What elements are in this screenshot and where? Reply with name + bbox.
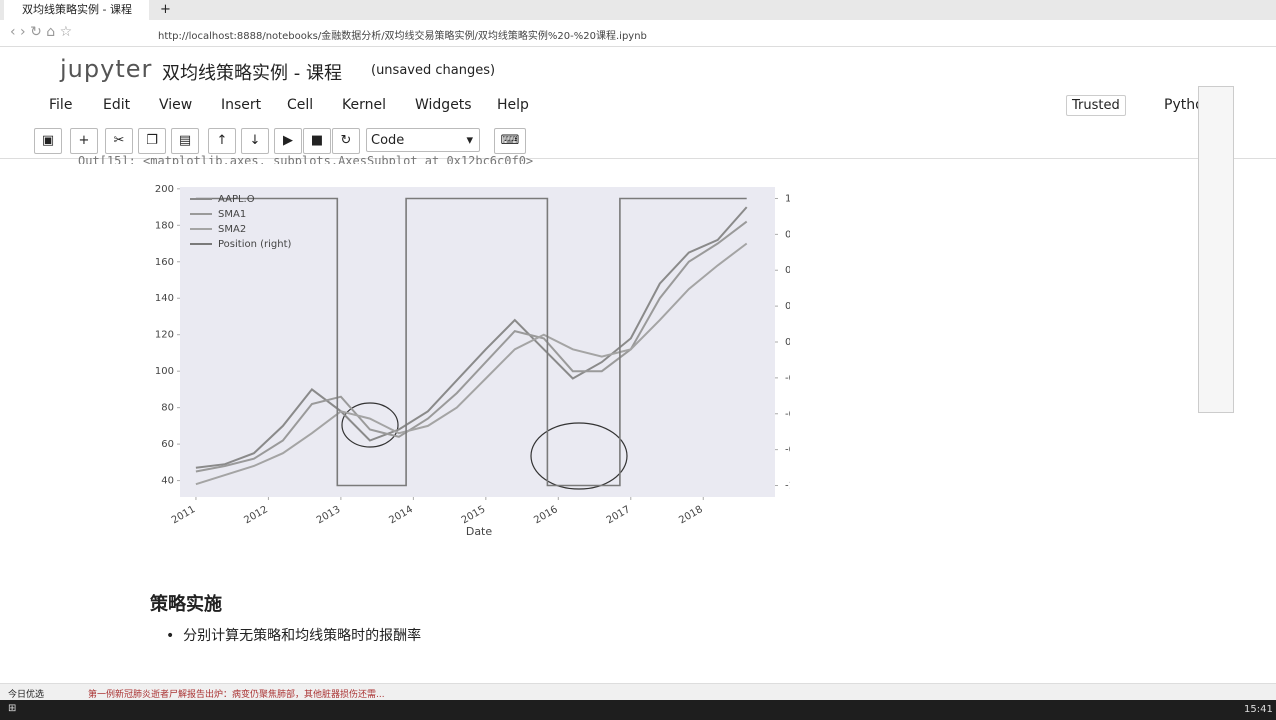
- cell-type[interactable]: Code ▾: [366, 128, 480, 152]
- chart: Date 40 60 80 100 120 140 160 180 200 1.00 0.75 0.5…: [155, 184, 790, 538]
- y-tick-label: 60: [161, 439, 174, 450]
- menu-item[interactable]: Kernel: [342, 97, 386, 113]
- start-button[interactable]: ⊞: [8, 703, 17, 714]
- x-tick-label: 2016: [532, 504, 560, 526]
- run-button[interactable]: ▶: [274, 128, 302, 154]
- y2-tick-label: -0.25: [785, 373, 790, 384]
- markdown-heading: 策略实施: [150, 594, 222, 615]
- browser-tab[interactable]: 双均线策略实例 - 课程: [4, 0, 149, 20]
- plot-area: [180, 187, 775, 497]
- y-tick-label: 180: [155, 220, 174, 231]
- y-tick-label: 40: [161, 476, 174, 487]
- save-button[interactable]: ▣: [34, 128, 62, 154]
- y-tick-label: 120: [155, 330, 174, 341]
- restart-button[interactable]: ↻: [332, 128, 360, 154]
- nav-buttons[interactable]: ‹ › ↻ ⌂ ☆: [10, 24, 73, 40]
- y-tick-label: 160: [155, 257, 174, 268]
- news-ticker[interactable]: 第一例新冠肺炎逝者尸解报告出炉：病变仍聚焦肺部，其他脏器损伤还需...: [88, 690, 385, 700]
- legend-label: SMA1: [218, 209, 246, 220]
- markdown-bullet: • 分别计算无策略和均线策略时的报酬率: [166, 628, 422, 644]
- annotation-circle: [530, 422, 628, 490]
- y2-tick-label: 0.50: [785, 265, 790, 276]
- news-label: 今日优选: [8, 690, 45, 700]
- menu-item[interactable]: File: [49, 97, 73, 113]
- y-tick-label: 140: [155, 293, 174, 304]
- copy-button[interactable]: ❐: [138, 128, 166, 154]
- cell-type-text: Code: [371, 133, 405, 148]
- x-tick-label: 2015: [460, 504, 488, 526]
- series-line: [195, 220, 748, 473]
- series-line: [195, 206, 748, 469]
- menu-bar: File Edit View Insert Cell Kernel Widgets Help: [0, 92, 1276, 120]
- y2-tick-label: 0.25: [785, 301, 790, 312]
- menu-item[interactable]: Widgets: [415, 97, 472, 113]
- series-line: [195, 242, 748, 486]
- address-bar: ‹ › ↻ ⌂ ☆ http://localhost:8888/notebook…: [0, 20, 1276, 47]
- x-tick-label: 2017: [605, 504, 633, 526]
- menu-item[interactable]: Insert: [221, 97, 262, 113]
- y-tick-label: 100: [155, 366, 174, 377]
- cut-button[interactable]: ✂: [105, 128, 133, 154]
- menu-item[interactable]: Help: [497, 97, 529, 113]
- x-tick-label: 2011: [170, 504, 198, 526]
- stop-button[interactable]: ■: [303, 128, 331, 154]
- x-axis-label: Date: [466, 525, 493, 538]
- taskbar: ⊞ 15:41: [0, 700, 1276, 720]
- menu-item[interactable]: Edit: [103, 97, 131, 113]
- x-tick-label: 2014: [387, 504, 415, 526]
- toolbar: ▣ + ✂ ❐ ▤ ↑ ↓ ▶ ■ ↻ Code ▾ ⌨: [0, 126, 1276, 158]
- dropdown-arrow: ▾: [466, 133, 473, 148]
- annotation-circle: [341, 402, 399, 448]
- divider: [0, 158, 1276, 159]
- y-tick-label: 80: [161, 403, 174, 414]
- y2-tick-label: 0.00: [785, 337, 790, 348]
- down-button[interactable]: ↓: [241, 128, 269, 154]
- trusted[interactable]: Trusted: [1066, 95, 1126, 116]
- menu-item[interactable]: Cell: [287, 97, 314, 113]
- paste-button[interactable]: ▤: [171, 128, 199, 154]
- logo[interactable]: jupyter: [60, 55, 153, 83]
- legend-label: SMA2: [218, 224, 246, 235]
- legend-label: Position (right): [218, 239, 292, 250]
- y2-tick-label: 1.00: [785, 193, 790, 204]
- x-tick-label: 2018: [677, 504, 705, 526]
- y2-tick-label: 0.75: [785, 229, 790, 240]
- y2-tick-label: -0.75: [785, 445, 790, 456]
- tab-bar: 双均线策略实例 - 课程 +: [0, 0, 1276, 20]
- annotation-tool-panel[interactable]: [1198, 86, 1234, 413]
- url[interactable]: http://localhost:8888/notebooks/金融数据分析/双…: [158, 31, 647, 42]
- output-prompt: Out[15]: <matplotlib.axes._subplots.Axes…: [78, 154, 534, 164]
- notebook-title[interactable]: 双均线策略实例 - 课程: [162, 63, 342, 84]
- browser-status-bar: 今日优选 第一例新冠肺炎逝者尸解报告出炉：病变仍聚焦肺部，其他脏器损伤还需...: [0, 683, 1276, 701]
- add-button[interactable]: +: [70, 128, 98, 154]
- save-status: (unsaved changes): [371, 63, 496, 78]
- up-button[interactable]: ↑: [208, 128, 236, 154]
- keyboard-button[interactable]: ⌨: [494, 128, 526, 154]
- menu-item[interactable]: View: [159, 97, 193, 113]
- legend-label: AAPL.O: [218, 194, 255, 205]
- bullet-text: 分别计算无策略和均线策略时的报酬率: [183, 628, 422, 644]
- y2-tick-label: -0.50: [785, 409, 790, 420]
- new-tab[interactable]: +: [160, 2, 171, 17]
- notebook-header: jupyter 双均线策略实例 - 课程 (unsaved changes): [0, 47, 1276, 91]
- series-line: [195, 197, 747, 487]
- y-tick-label: 200: [155, 184, 174, 195]
- clock: 15:41: [1244, 704, 1273, 715]
- x-tick-label: 2013: [315, 504, 343, 526]
- x-tick-label: 2012: [242, 504, 270, 526]
- y2-tick-label: -1.00: [785, 481, 790, 492]
